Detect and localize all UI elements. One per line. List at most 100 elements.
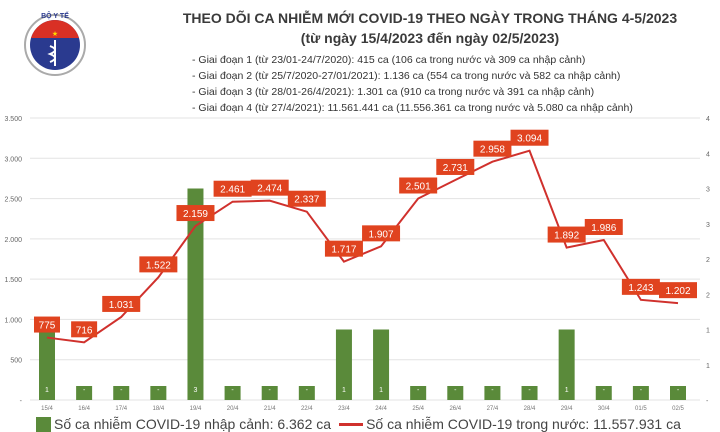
bar-label: - — [491, 387, 494, 394]
x-tick-label: 20/4 — [227, 406, 239, 412]
bar — [224, 386, 241, 400]
bar-label: - — [603, 387, 606, 394]
ministry-of-health-logo: ★ BỘ Y TẾ — [20, 8, 90, 83]
x-tick-label: 26/4 — [449, 406, 461, 412]
bar — [150, 386, 167, 400]
left-axis-tick: - — [20, 398, 23, 405]
bar-label: - — [120, 387, 123, 394]
x-tick-label: 16/4 — [78, 406, 90, 412]
data-label: 1.892 — [554, 231, 579, 242]
data-label-box — [399, 177, 438, 194]
x-tick-label: 02/5 — [672, 406, 684, 412]
data-label: 3.094 — [517, 134, 542, 145]
right-axis-tick: 1 — [706, 328, 710, 335]
right-axis-tick: 1 — [706, 363, 710, 370]
right-axis-tick: - — [706, 398, 709, 405]
bar — [521, 386, 538, 400]
data-label: 2.337 — [294, 195, 319, 206]
left-axis-tick: 2.500 — [4, 197, 22, 204]
data-label-box — [250, 179, 289, 196]
x-tick-label: 30/4 — [598, 406, 610, 412]
right-axis-tick: 2 — [706, 257, 710, 264]
data-label-box — [287, 190, 326, 207]
data-label: 1.202 — [665, 286, 690, 297]
bar — [113, 386, 130, 400]
bar-label: 1 — [342, 387, 346, 394]
bar — [632, 386, 649, 400]
svg-text:BỘ Y TẾ: BỘ Y TẾ — [41, 10, 69, 20]
left-axis-tick: 1.000 — [4, 317, 22, 324]
left-axis-tick: 3.500 — [4, 116, 22, 123]
data-label: 1.522 — [146, 260, 171, 271]
bar — [484, 386, 501, 400]
bar — [410, 386, 427, 400]
bar — [39, 329, 55, 400]
legend-line-swatch — [339, 422, 364, 426]
bar — [187, 188, 204, 400]
bar-label: - — [677, 387, 680, 394]
x-tick-label: 22/4 — [301, 406, 313, 412]
data-label-box — [324, 240, 363, 257]
legend-bar-swatch — [36, 416, 51, 432]
bar-label: - — [269, 387, 272, 394]
x-tick-label: 24/4 — [375, 406, 387, 412]
svg-text:★: ★ — [52, 30, 58, 38]
data-label-box — [584, 218, 623, 235]
bar-label: - — [640, 387, 643, 394]
x-tick-label: 29/4 — [561, 406, 573, 412]
bar — [261, 386, 278, 400]
data-label: 2.159 — [183, 209, 208, 220]
data-label: 1.907 — [369, 229, 394, 240]
chart-title: THEO DÕI CA NHIỄM MỚI COVID-19 THEO NGÀY… — [182, 10, 678, 26]
bar-label: 3 — [194, 387, 198, 394]
x-tick-label: 27/4 — [487, 406, 499, 412]
data-label: 775 — [39, 321, 56, 332]
bar — [373, 329, 390, 400]
bar — [76, 386, 93, 400]
phase-note-1: - Giai đoạn 1 (từ 23/01-24/7/2020): 415 … — [192, 54, 586, 66]
bar — [670, 386, 686, 400]
left-axis-tick: 3.000 — [4, 156, 22, 163]
data-label-box — [34, 316, 60, 333]
data-label: 2.501 — [406, 181, 431, 192]
legend: Số ca nhiễm COVID-19 nhập cảnh: 6.362 ca… — [36, 416, 716, 432]
left-axis-tick: 1.500 — [4, 277, 22, 284]
bar-label: - — [528, 387, 531, 394]
right-axis-tick: 3 — [706, 187, 710, 194]
data-label-box — [213, 180, 252, 197]
data-label-box — [473, 140, 512, 157]
bar — [595, 386, 612, 400]
bar-label: - — [306, 387, 309, 394]
left-axis-tick: 2.000 — [4, 237, 22, 244]
x-tick-label: 28/4 — [524, 406, 536, 412]
phase-note-3: - Giai đoạn 3 (từ 28/01-26/4/2021): 1.30… — [192, 86, 595, 98]
data-label-box — [176, 205, 215, 222]
x-tick-label: 01/5 — [635, 406, 647, 412]
data-label-box — [547, 226, 586, 243]
left-axis-tick: 500 — [10, 358, 22, 365]
bar-label: - — [231, 387, 234, 394]
legend-bar-label: Số ca nhiễm COVID-19 nhập cảnh: 6.362 ca — [54, 416, 332, 432]
x-tick-label: 21/4 — [264, 406, 276, 412]
bar-label: - — [157, 387, 160, 394]
right-axis-tick: 2 — [706, 292, 710, 299]
data-label: 1.031 — [109, 300, 134, 311]
bar — [335, 329, 352, 400]
bar-label: 1 — [379, 387, 383, 394]
bar-label: 1 — [45, 387, 49, 394]
data-label: 2.474 — [257, 184, 282, 195]
bar-label: - — [417, 387, 420, 394]
data-label-box — [436, 158, 475, 175]
x-tick-label: 19/4 — [190, 406, 202, 412]
data-label: 716 — [76, 325, 93, 336]
phase-note-2: - Giai đoạn 2 (từ 25/7/2020-27/01/2021):… — [192, 70, 621, 82]
x-tick-label: 15/4 — [41, 406, 53, 412]
x-tick-label: 18/4 — [153, 406, 165, 412]
data-label: 2.461 — [220, 185, 245, 196]
right-axis-tick: 4 — [706, 151, 710, 158]
data-label-box — [102, 295, 141, 312]
data-label: 1.243 — [628, 283, 653, 294]
phase-note-4: - Giai đoạn 4 (từ 27/4/2021): 11.561.441… — [192, 102, 633, 114]
data-label-box — [621, 278, 660, 295]
